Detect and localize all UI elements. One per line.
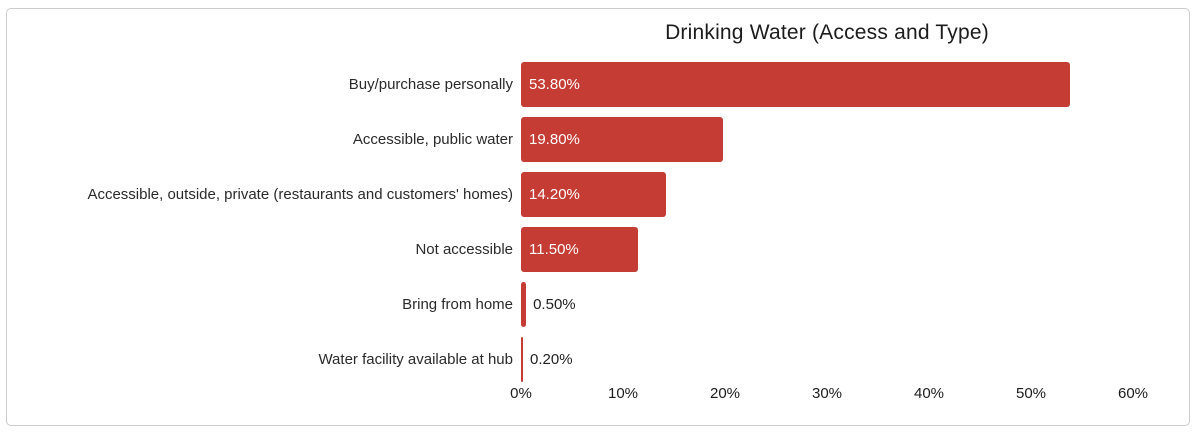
value-label: 0.50%: [533, 296, 576, 313]
value-label: 53.80%: [529, 76, 580, 93]
bar-area: 0.20%: [521, 337, 1133, 382]
value-label: 0.20%: [530, 351, 573, 368]
x-axis-tick-label: 40%: [913, 385, 945, 402]
x-axis-tick-label: 20%: [709, 385, 741, 402]
chart-title: Drinking Water (Access and Type): [665, 21, 989, 44]
bar: 14.20%: [521, 172, 666, 217]
bar-row: Buy/purchase personally 53.80%: [7, 62, 1189, 107]
bar-row: Water facility available at hub 0.20%: [7, 337, 1189, 382]
x-axis-tick-label: 60%: [1117, 385, 1149, 402]
bar: [521, 282, 527, 327]
x-axis-tick-label: 0%: [510, 385, 532, 402]
bar-row: Bring from home 0.50%: [7, 282, 1189, 327]
bar-row: Accessible, public water 19.80%: [7, 117, 1189, 162]
x-axis: 0% 10% 20% 30% 40% 50% 60%: [510, 385, 1148, 405]
bar-row: Accessible, outside, private (restaurant…: [7, 172, 1189, 217]
bar: 19.80%: [521, 117, 723, 162]
bar-area: 11.50%: [521, 227, 1133, 272]
category-label: Not accessible: [415, 241, 513, 258]
bar-area: 14.20%: [521, 172, 1133, 217]
category-label: Water facility available at hub: [318, 351, 513, 368]
plot-area: Buy/purchase personally 53.80% Accessibl…: [7, 62, 1189, 392]
bar: 11.50%: [521, 227, 639, 272]
value-label: 19.80%: [529, 131, 580, 148]
bar-area: 19.80%: [521, 117, 1133, 162]
value-label: 14.20%: [529, 186, 580, 203]
bar-area: 0.50%: [521, 282, 1133, 327]
category-label: Bring from home: [402, 296, 513, 313]
value-label: 11.50%: [529, 241, 579, 258]
bar-row: Not accessible 11.50%: [7, 227, 1189, 272]
x-axis-tick-label: 10%: [607, 385, 639, 402]
category-label: Accessible, public water: [352, 131, 513, 148]
bar-area: 53.80%: [521, 62, 1133, 107]
bar: 53.80%: [521, 62, 1070, 107]
category-label: Accessible, outside, private (restaurant…: [87, 186, 513, 203]
category-label: Buy/purchase personally: [348, 76, 513, 93]
x-axis-tick-label: 50%: [1015, 385, 1047, 402]
x-axis-tick-label: 30%: [811, 385, 843, 402]
chart-card: Drinking Water (Access and Type) Buy/pur…: [6, 8, 1190, 426]
bar: [521, 337, 524, 382]
